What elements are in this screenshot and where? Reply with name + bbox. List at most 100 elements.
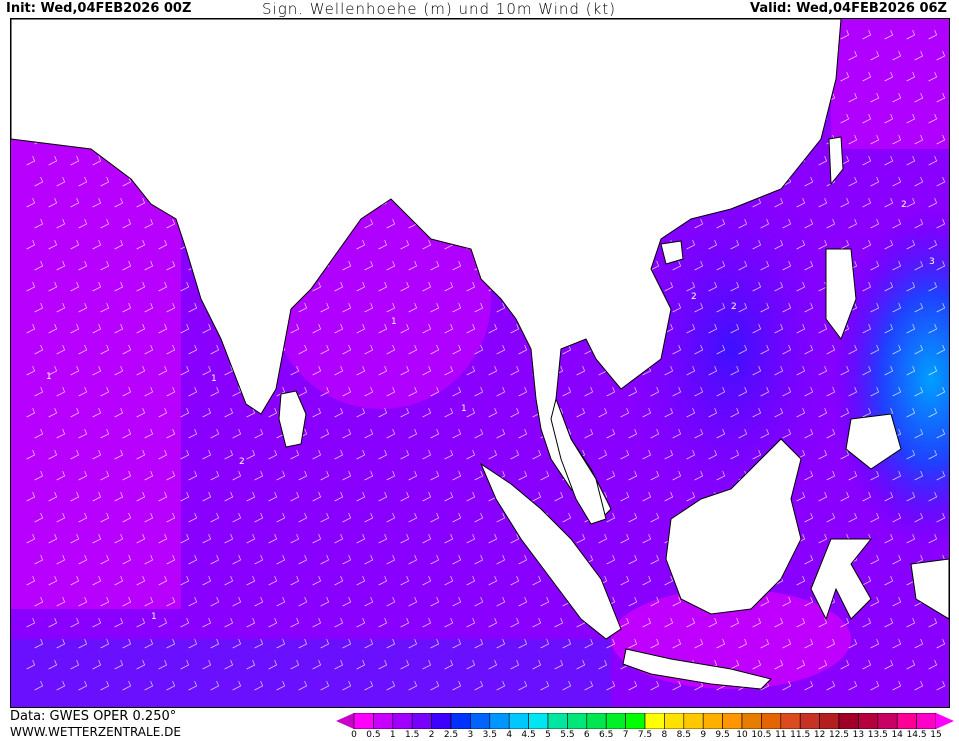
wind-barb [796, 491, 806, 502]
data-source: Data: GWES OPER 0.250° [10, 709, 177, 724]
wind-barb [70, 197, 80, 208]
wind-barb [224, 533, 234, 544]
wind-barb [804, 638, 814, 649]
wind-barb [320, 554, 330, 565]
wind-barb [928, 491, 938, 502]
wind-barb [716, 218, 726, 229]
wind-barb [56, 344, 66, 355]
wind-barb [268, 533, 278, 544]
wind-barb [760, 428, 770, 439]
wind-barb [298, 554, 308, 565]
wind-barb [320, 344, 330, 355]
wind-barb [422, 575, 432, 586]
wind-barb [496, 680, 506, 691]
wind-barb [290, 323, 300, 334]
wind-barb [650, 470, 660, 481]
wind-barb [576, 365, 586, 376]
wind-barb [906, 71, 916, 82]
wind-barb [224, 407, 234, 418]
wind-barb [884, 323, 894, 334]
wind-barb [312, 533, 322, 544]
wind-barb [664, 365, 674, 376]
wind-barb [56, 680, 66, 691]
wind-barb [298, 680, 308, 691]
wind-barb [452, 596, 462, 607]
wind-barb [730, 239, 740, 250]
wind-barb [100, 260, 110, 271]
legend-tick: 2.5 [443, 730, 459, 740]
wind-barb [642, 491, 652, 502]
wind-barb [202, 575, 212, 586]
wind-barb [474, 428, 484, 439]
wind-barb [400, 617, 410, 628]
legend-tick: 4 [506, 730, 513, 740]
wind-barb [848, 134, 858, 145]
wind-barb [136, 197, 146, 208]
wind-barb [936, 344, 946, 355]
wind-barb [144, 344, 154, 355]
wind-barb [818, 323, 828, 334]
wind-barb [70, 449, 80, 460]
wind-barb [400, 323, 410, 334]
wind-barb [914, 50, 924, 61]
wind-barb [606, 680, 616, 691]
legend-tick: 10.5 [751, 730, 772, 740]
wind-barb [496, 638, 506, 649]
wind-barb [452, 260, 462, 271]
wind-barb [320, 302, 330, 313]
legend-swatch [838, 713, 859, 729]
wind-barb [34, 218, 44, 229]
legend-swatch [858, 713, 879, 729]
wind-barb [254, 554, 264, 565]
wind-barb [936, 92, 946, 103]
wind-barb [774, 197, 784, 208]
legend-tick: 15 [930, 730, 942, 740]
sumatra [479, 462, 622, 640]
wind-barb [884, 533, 894, 544]
wind-barb [804, 512, 814, 523]
wind-barb [312, 575, 322, 586]
wind-barb [342, 680, 352, 691]
wind-barb [620, 407, 630, 418]
wind-barb [166, 260, 176, 271]
wind-barb [562, 386, 572, 397]
wind-barb [122, 512, 132, 523]
wind-barb [694, 302, 704, 313]
wind-barb [422, 365, 432, 376]
wind-barb [78, 302, 88, 313]
wind-barb [884, 617, 894, 628]
wind-barb [708, 407, 718, 418]
website-link[interactable]: WWW.WETTERZENTRALE.DE [10, 725, 181, 739]
wind-barb [92, 491, 102, 502]
wind-barb [642, 617, 652, 628]
wind-barb [320, 386, 330, 397]
wind-barb [452, 302, 462, 313]
wind-barb [136, 659, 146, 670]
legend-swatch [431, 713, 452, 729]
wind-barb [576, 407, 586, 418]
wind-barb [906, 449, 916, 460]
wind-barb [818, 197, 828, 208]
wind-barb [122, 596, 132, 607]
wind-barb [188, 680, 198, 691]
wind-barb [56, 470, 66, 481]
wind-barb [34, 596, 44, 607]
wind-barb [342, 302, 352, 313]
legend-over-arrow [936, 713, 954, 729]
wind-barb [672, 596, 682, 607]
wind-barb [444, 617, 454, 628]
wind-barb [936, 176, 946, 187]
wind-barb [466, 617, 476, 628]
wind-barb [862, 113, 872, 124]
wind-barb [752, 659, 762, 670]
legend-swatch [819, 713, 840, 729]
wind-barb [342, 470, 352, 481]
wind-barb [122, 218, 132, 229]
wind-barb [870, 470, 880, 481]
wind-barb [906, 533, 916, 544]
wind-barb [210, 386, 220, 397]
java [622, 648, 772, 690]
wind-barb [378, 491, 388, 502]
wind-barb [892, 470, 902, 481]
wind-barb [818, 365, 828, 376]
